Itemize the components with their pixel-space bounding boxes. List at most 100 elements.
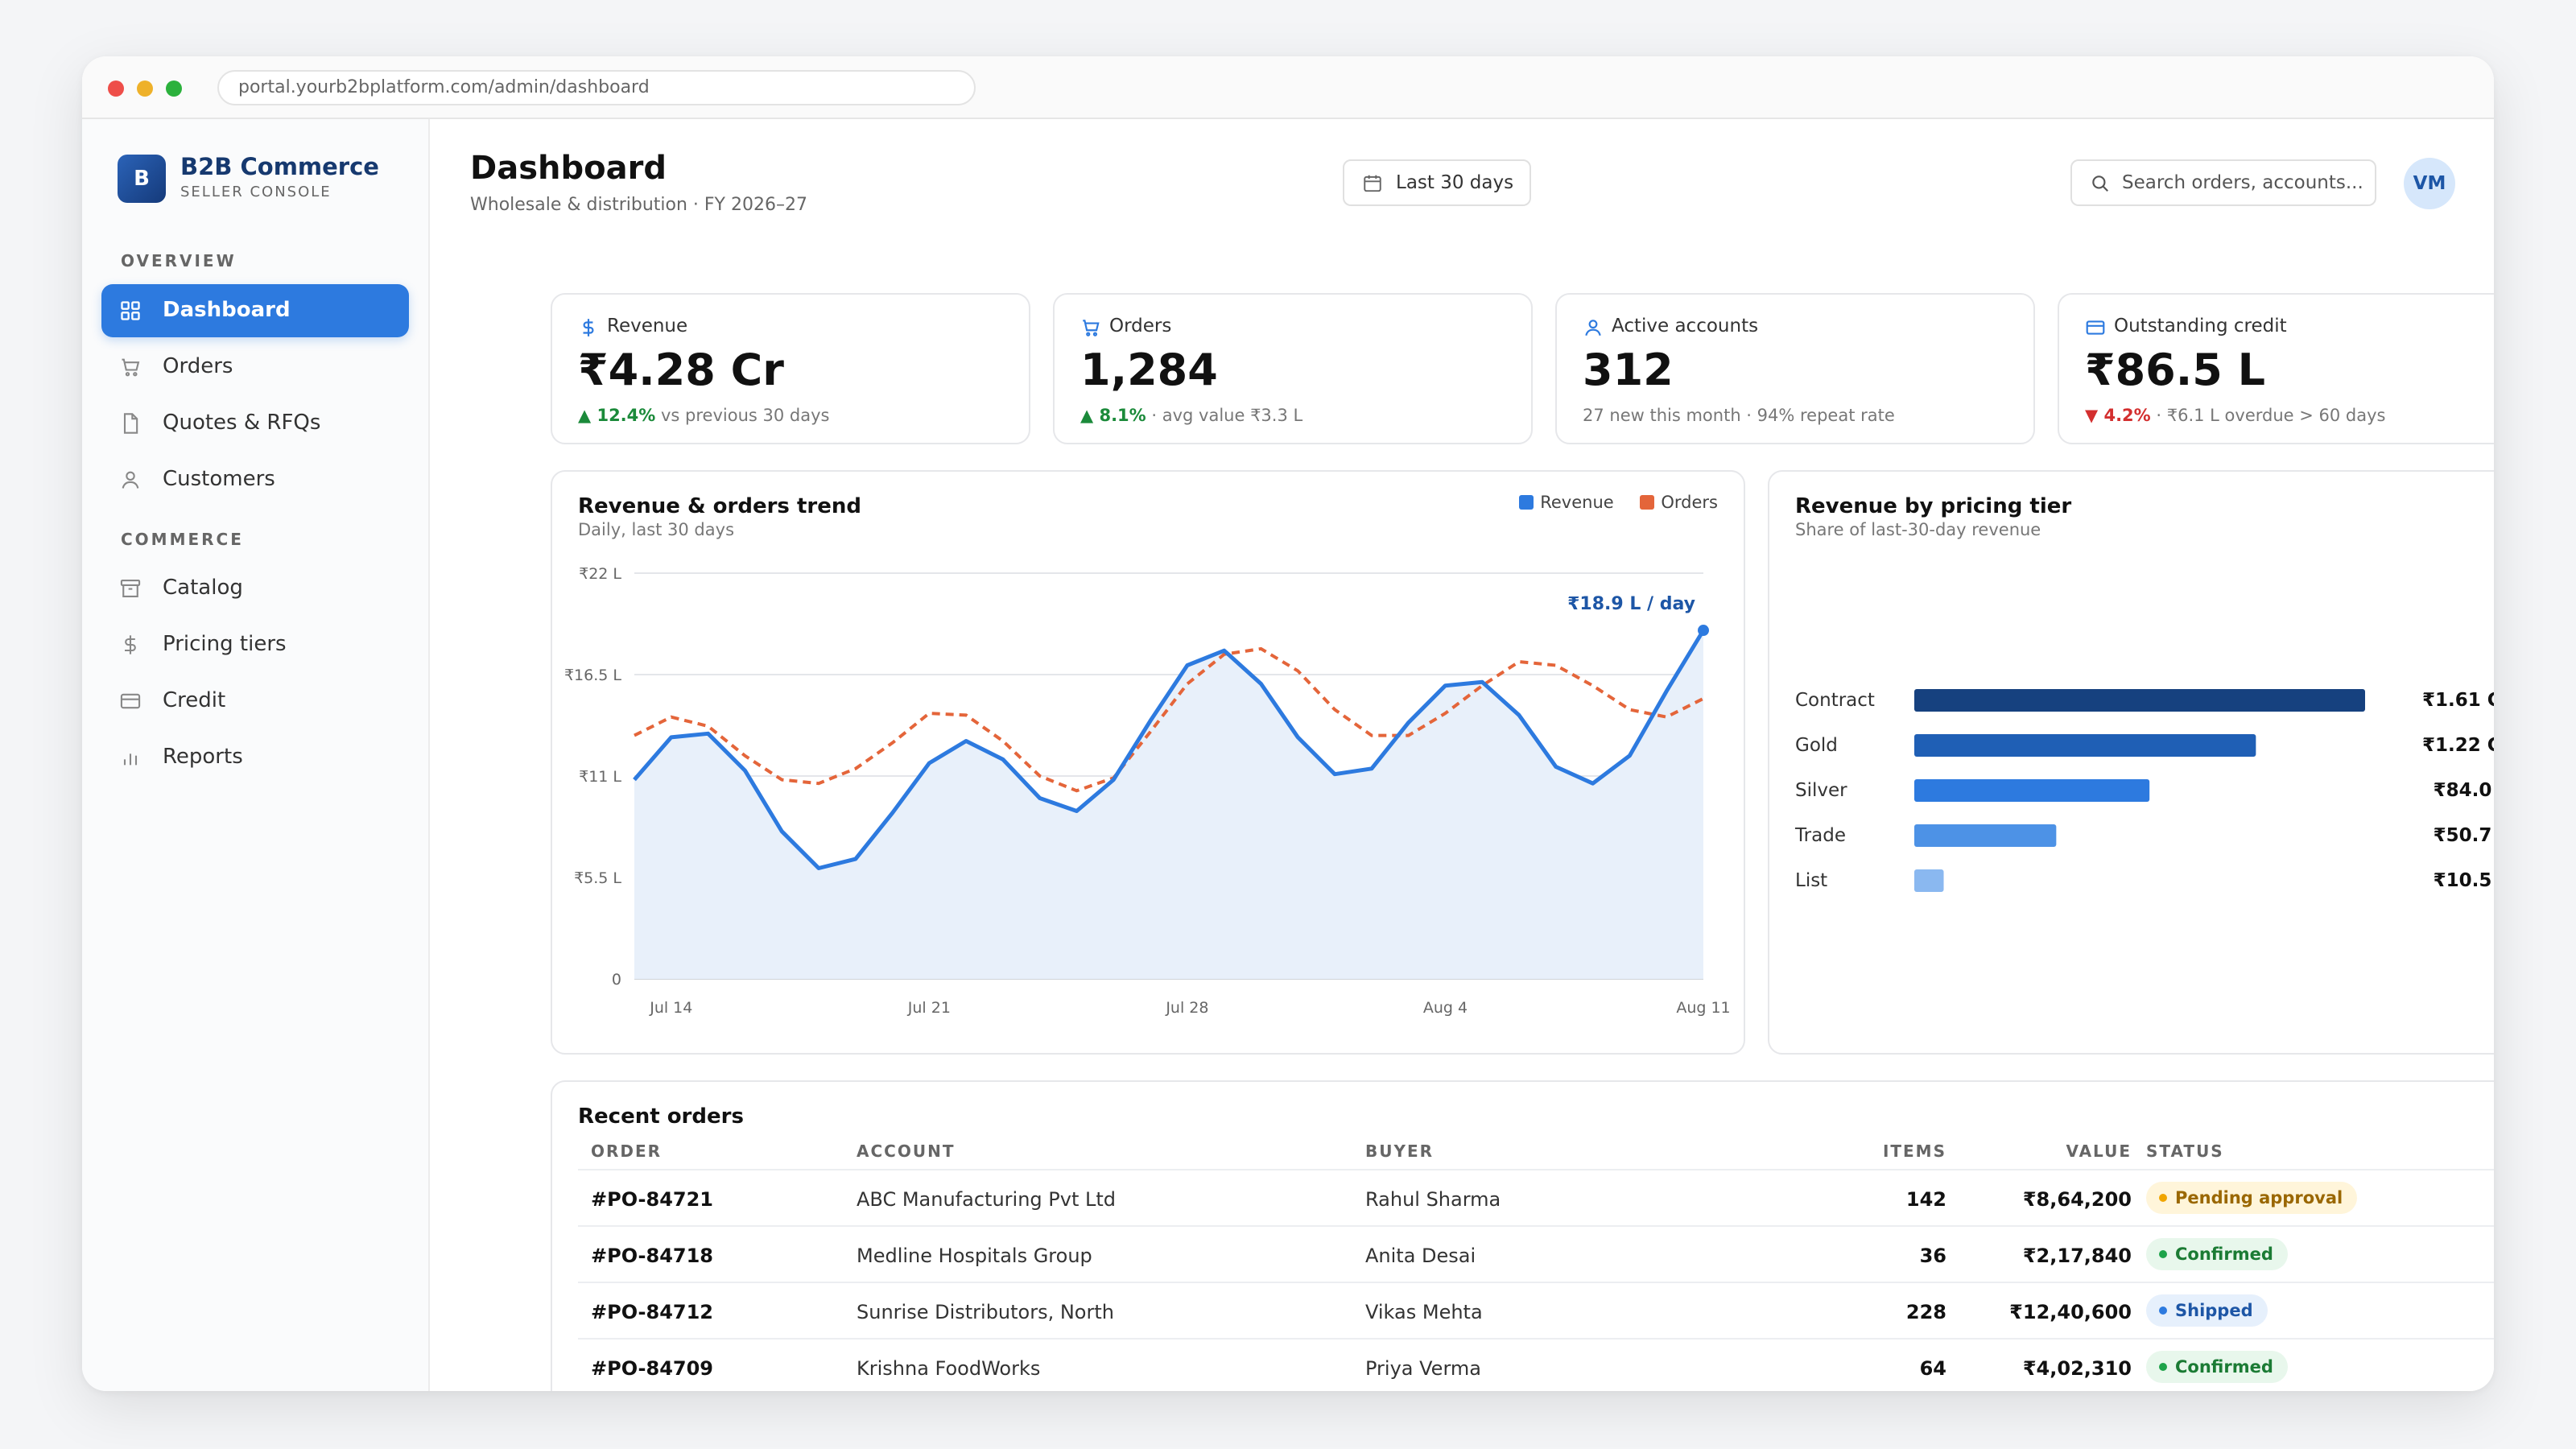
calendar-icon [1364, 175, 1381, 192]
search-input[interactable]: Search orders, accounts... [2070, 159, 2376, 206]
order-id[interactable]: #PO-84712 [591, 1301, 714, 1323]
y-tick-label: ₹5.5 L [574, 869, 621, 887]
brand-name: B2B Commerce [180, 153, 379, 180]
x-tick-label: Aug 4 [1423, 999, 1468, 1017]
table-row[interactable]: #PO-84709 Krishna FoodWorks Priya Verma … [578, 1338, 2494, 1391]
account-name: Medline Hospitals Group [857, 1245, 1092, 1267]
close-window-button[interactable] [108, 80, 124, 97]
revenue-trend-card: Revenue & orders trend Daily, last 30 da… [551, 470, 1745, 1055]
nav-section-overview: OVERVIEW [121, 251, 237, 270]
x-tick-label: Jul 28 [1165, 999, 1208, 1017]
sidebar: B B2B Commerce SELLER CONSOLE OVERVIEW D… [82, 119, 430, 1391]
brand-logo[interactable]: B [118, 155, 166, 203]
status-badge: Confirmed [2146, 1238, 2288, 1270]
column-header-buyer[interactable]: BUYER [1365, 1141, 1435, 1161]
kpi-value: ₹4.28 Cr [578, 345, 784, 395]
legend-item-orders[interactable]: Orders [1640, 493, 1718, 512]
kpi-subtext: ▼ 4.2% · ₹6.1 L overdue > 60 days [2085, 406, 2385, 425]
bar-value-label: ₹1.61 Cr [2422, 690, 2494, 711]
search-placeholder: Search orders, accounts... [2122, 172, 2363, 193]
kpi-card-orders[interactable]: Orders 1,284 ▲ 8.1% · avg value ₹3.3 L [1053, 293, 1533, 444]
legend-item-revenue[interactable]: Revenue [1519, 493, 1614, 512]
trend-chart: 0 ₹5.5 L ₹11 L ₹16.5 L ₹22 L Jul 14 Jul 21 Jul … [564, 565, 1731, 1017]
kpi-label: Revenue [607, 316, 688, 336]
y-tick-label: ₹22 L [579, 565, 621, 583]
kpi-card-outstanding-credit[interactable]: Outstanding credit ₹86.5 L ▼ 4.2% · ₹6.1… [2058, 293, 2494, 444]
column-header-order[interactable]: ORDER [591, 1141, 663, 1161]
maximize-window-button[interactable] [166, 80, 182, 97]
items-count: 228 [1905, 1301, 1946, 1323]
sidebar-item-reports[interactable]: Reports [101, 731, 409, 784]
buyer-name: Rahul Sharma [1365, 1188, 1501, 1211]
bar-category-label: Trade [1794, 825, 1846, 846]
avatar[interactable]: VM [2404, 158, 2455, 209]
minimize-window-button[interactable] [137, 80, 153, 97]
kpi-delta: ▲ 12.4% [578, 406, 656, 425]
kpi-card-revenue[interactable]: Revenue ₹4.28 Cr ▲ 12.4% vs previous 30 … [551, 293, 1030, 444]
chart-title: Revenue by pricing tier [1795, 494, 2072, 518]
table-title: Recent orders [578, 1104, 744, 1129]
kpi-subtext: 27 new this month · 94% repeat rate [1583, 406, 1895, 425]
status-dot [2159, 1194, 2167, 1202]
bar-contract [1914, 689, 2365, 712]
sidebar-item-credit[interactable]: Credit [101, 675, 409, 728]
pricing-tier-card: Revenue by pricing tier Share of last-30… [1768, 470, 2494, 1055]
kpi-delta: ▲ 8.1% [1080, 406, 1146, 425]
date-range-label: Last 30 days [1396, 172, 1514, 193]
user-icon [122, 471, 139, 489]
browser-titlebar: portal.yourb2bplatform.com/admin/dashboa… [82, 56, 2494, 119]
table-row[interactable]: #PO-84721 ABC Manufacturing Pvt Ltd Rahu… [578, 1169, 2494, 1225]
bar-trade [1914, 824, 2057, 847]
search-icon [2092, 175, 2108, 192]
table-row[interactable]: #PO-84712 Sunrise Distributors, North Vi… [578, 1282, 2494, 1338]
sidebar-item-orders[interactable]: Orders [101, 341, 409, 394]
bar-category-label: Silver [1795, 780, 1847, 801]
kpi-value: 312 [1583, 345, 1674, 395]
column-header-status[interactable]: STATUS [2146, 1141, 2224, 1161]
kpi-delta: ▼ 4.2% [2085, 406, 2151, 425]
order-id[interactable]: #PO-84709 [591, 1357, 714, 1380]
order-id[interactable]: #PO-84718 [591, 1245, 714, 1267]
y-tick-label: ₹11 L [579, 768, 621, 786]
browser-window: portal.yourb2bplatform.com/admin/dashboa… [82, 56, 2494, 1391]
kpi-subtext: ▲ 8.1% · avg value ₹3.3 L [1080, 406, 1302, 425]
date-range-button[interactable]: Last 30 days [1343, 159, 1531, 206]
sidebar-item-label: Reports [163, 745, 243, 769]
sidebar-item-catalog[interactable]: Catalog [101, 562, 409, 615]
status-dot [2159, 1363, 2167, 1371]
kpi-label: Outstanding credit [2114, 316, 2287, 336]
column-header-account[interactable]: ACCOUNT [857, 1141, 956, 1161]
sidebar-item-dashboard[interactable]: Dashboard [101, 284, 409, 337]
sidebar-item-pricing-tiers[interactable]: Pricing tiers [101, 618, 409, 671]
order-id[interactable]: #PO-84721 [591, 1188, 714, 1211]
user-icon [1585, 320, 1601, 336]
account-name: Krishna FoodWorks [857, 1357, 1041, 1380]
status-badge: Shipped [2146, 1294, 2268, 1327]
sidebar-item-customers[interactable]: Customers [101, 453, 409, 506]
column-header-value[interactable]: VALUE [2066, 1141, 2132, 1161]
revenue-area [634, 630, 1703, 979]
sidebar-item-quotes[interactable]: Quotes & RFQs [101, 397, 409, 450]
main-content: Dashboard Wholesale & distribution · FY … [430, 119, 2494, 1391]
sidebar-item-label: Catalog [163, 576, 243, 600]
y-tick-label: 0 [612, 971, 621, 989]
legend-swatch [1519, 495, 1534, 510]
bar-gold [1914, 734, 2256, 757]
bar-silver [1914, 779, 2150, 802]
table-row[interactable]: #PO-84718 Medline Hospitals Group Anita … [578, 1225, 2494, 1282]
page-subtitle: Wholesale & distribution · FY 2026–27 [470, 195, 807, 215]
x-tick-label: Aug 11 [1676, 999, 1730, 1017]
buyer-name: Anita Desai [1365, 1245, 1476, 1267]
tier-chart: Contract ₹1.61 Cr Gold ₹1.22 Cr Silver ₹84.0 … [1794, 689, 2494, 892]
credit-card-icon [120, 693, 141, 709]
cart-icon [122, 358, 140, 377]
kpi-card-active-accounts[interactable]: Active accounts 312 27 new this month · … [1555, 293, 2035, 444]
bar-chart-icon [123, 753, 138, 766]
x-tick-label: Jul 14 [649, 999, 692, 1017]
column-header-items[interactable]: ITEMS [1882, 1141, 1946, 1161]
status-label: Confirmed [2175, 1245, 2273, 1264]
recent-orders-card: Recent orders ORDER ACCOUNT BUYER ITEMS … [551, 1080, 2494, 1391]
bar-category-label: Contract [1795, 690, 1875, 711]
latest-value-callout: ₹18.9 L / day [1567, 594, 1695, 614]
address-bar[interactable]: portal.yourb2bplatform.com/admin/dashboa… [217, 70, 976, 105]
